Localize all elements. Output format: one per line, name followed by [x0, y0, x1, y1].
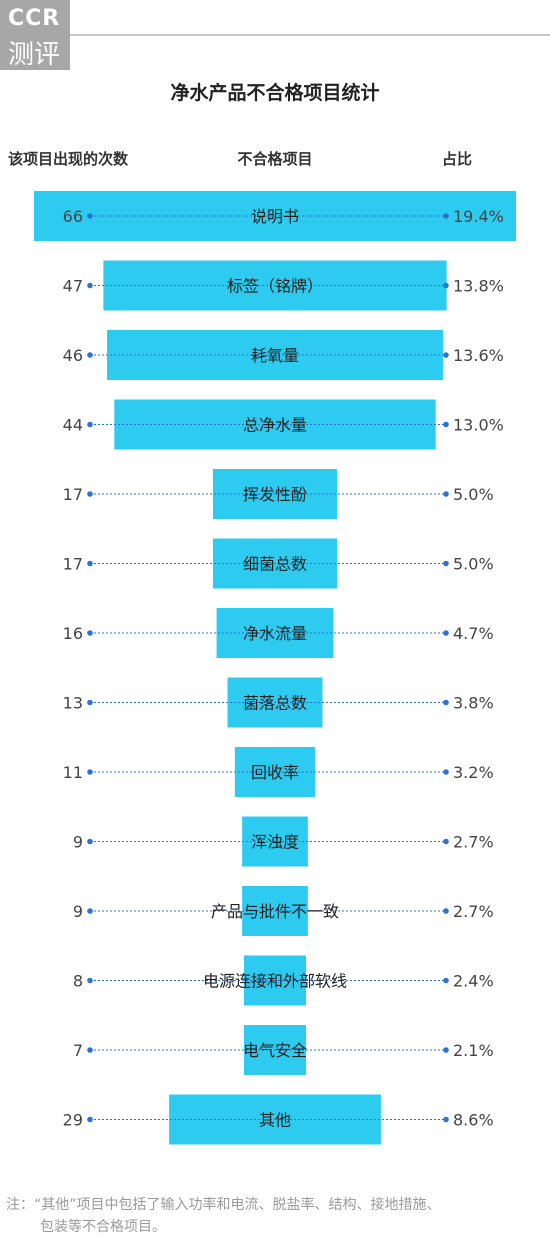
guide-dot-left — [87, 908, 93, 914]
guide-dot-left — [87, 838, 93, 845]
count-label: 44 — [63, 416, 83, 435]
guide-dot-left — [87, 352, 93, 358]
ratio-label: 5.0% — [453, 555, 494, 574]
header-divider — [70, 34, 550, 36]
guide-dot-right — [443, 630, 449, 636]
guide-dot-left — [87, 630, 93, 636]
category-label: 标签（铭牌） — [227, 277, 323, 296]
category-label: 总净水量 — [243, 416, 307, 435]
guide-dot-right — [443, 1116, 449, 1123]
ratio-label: 4.7% — [453, 624, 494, 643]
category-label: 净水流量 — [243, 624, 307, 643]
guide-dot-right — [443, 838, 449, 845]
ratio-label: 19.4% — [453, 207, 504, 226]
count-label: 9 — [73, 833, 83, 852]
ratio-label: 5.0% — [453, 485, 494, 504]
count-label: 13 — [63, 694, 83, 713]
category-label: 产品与批件不一致 — [211, 902, 339, 921]
logo-text-review: 测评 — [8, 40, 61, 70]
guide-dot-left — [87, 560, 93, 567]
category-label: 菌落总数 — [243, 694, 307, 713]
guide-dot-right — [443, 213, 449, 219]
guide-dot-right — [443, 421, 449, 428]
ccr-logo: CCR 测评 — [0, 0, 70, 70]
guide-dot-left — [87, 491, 93, 497]
chart-title: 净水产品不合格项目统计 — [170, 82, 380, 104]
category-label: 耗氧量 — [251, 346, 299, 365]
guide-dot-left — [87, 213, 93, 219]
logo-text-ccr: CCR — [8, 6, 61, 31]
category-label: 浑浊度 — [251, 833, 299, 852]
category-label: 电源连接和外部软线 — [203, 972, 347, 991]
footnote: 注：“其他”项目中包括了输入功率和电流、脱盐率、结构、接地措施、 包装等不合格项… — [6, 1194, 546, 1238]
guide-dot-right — [443, 908, 449, 914]
count-label: 7 — [73, 1041, 83, 1060]
category-label: 电气安全 — [243, 1041, 307, 1060]
guide-dot-left — [87, 1116, 93, 1123]
count-label: 11 — [63, 763, 83, 782]
count-label: 66 — [63, 207, 83, 226]
category-label: 说明书 — [251, 207, 299, 226]
guide-dot-right — [443, 699, 449, 706]
count-label: 16 — [63, 624, 83, 643]
guide-dot-right — [443, 1047, 449, 1053]
ratio-label: 2.1% — [453, 1041, 494, 1060]
footnote-line-2: 包装等不合格项目。 — [40, 1219, 166, 1235]
guide-dot-right — [443, 282, 449, 289]
guide-dot-right — [443, 560, 449, 567]
guide-dot-right — [443, 977, 449, 984]
guide-dot-right — [443, 769, 449, 775]
footnote-line-1: 注：“其他”项目中包括了输入功率和电流、脱盐率、结构、接地措施、 — [6, 1197, 441, 1213]
category-label: 挥发性酚 — [243, 485, 307, 504]
category-label: 细菌总数 — [243, 555, 307, 574]
ratio-label: 13.8% — [453, 277, 504, 296]
ratio-label: 3.8% — [453, 694, 494, 713]
guide-dot-right — [443, 491, 449, 497]
count-label: 17 — [63, 555, 83, 574]
category-label: 回收率 — [251, 763, 299, 782]
guide-dot-left — [87, 977, 93, 984]
guide-dot-left — [87, 421, 93, 428]
ratio-label: 2.7% — [453, 833, 494, 852]
guide-dot-right — [443, 352, 449, 358]
header-ratio: 占比 — [441, 150, 472, 168]
ratio-label: 2.4% — [453, 972, 494, 991]
ratio-label: 8.6% — [453, 1111, 494, 1130]
count-label: 8 — [73, 972, 83, 991]
guide-dot-left — [87, 699, 93, 706]
count-label: 17 — [63, 485, 83, 504]
header-item: 不合格项目 — [237, 150, 313, 168]
count-label: 29 — [63, 1111, 83, 1130]
ratio-label: 3.2% — [453, 763, 494, 782]
category-label: 其他 — [259, 1111, 291, 1130]
ratio-label: 13.0% — [453, 416, 504, 435]
count-label: 9 — [73, 902, 83, 921]
header-count: 该项目出现的次数 — [8, 150, 129, 168]
guide-dot-left — [87, 282, 93, 289]
guide-dot-left — [87, 1047, 93, 1053]
count-label: 47 — [63, 277, 83, 296]
count-label: 46 — [63, 346, 83, 365]
ratio-label: 13.6% — [453, 346, 504, 365]
ratio-label: 2.7% — [453, 902, 494, 921]
guide-dot-left — [87, 769, 93, 775]
